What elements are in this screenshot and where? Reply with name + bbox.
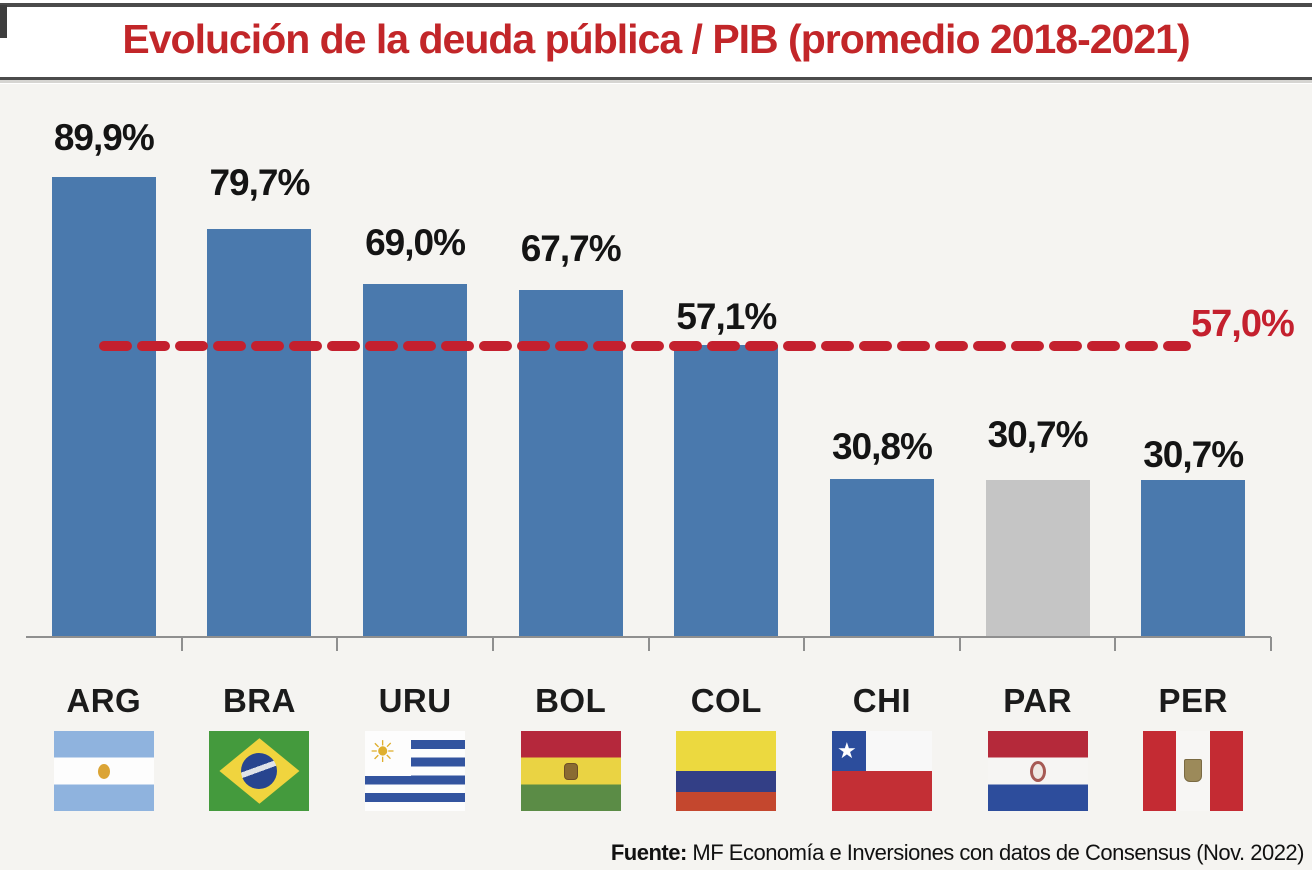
value-label-chi: 30,8% (831, 426, 933, 467)
chart-title: Evolución de la deuda pública / PIB (pro… (122, 16, 1190, 62)
chile-flag-icon (831, 731, 932, 811)
source-note: Fuente: MF Economía e Inversiones con da… (610, 840, 1305, 866)
bar-column-col: 57,1% (649, 84, 805, 637)
category-label-bra: BRA (222, 682, 296, 719)
x-axis-tick (958, 637, 961, 651)
bar-column-bol: 67,7% (493, 84, 649, 637)
x-axis-tick (1114, 637, 1117, 651)
bar-column-chi: 30,8% (804, 84, 960, 637)
bar-col (674, 345, 779, 637)
bar-column-bra: 79,7% (182, 84, 338, 637)
bar-bra (207, 229, 312, 637)
value-label-uru: 69,0% (365, 222, 466, 263)
bar-chi (829, 479, 934, 637)
source-text: MF Economía e Inversiones con datos de C… (686, 840, 1304, 865)
value-label-col: 57,1% (676, 296, 777, 337)
uruguay-flag-icon (365, 731, 466, 811)
value-label-arg: 89,9% (53, 117, 155, 158)
category-label-par: PAR (1003, 682, 1072, 719)
category-label-chi: CHI (852, 682, 912, 719)
colombia-flag-icon (676, 731, 777, 811)
category-label-col: COL (690, 682, 762, 719)
reference-line-label: 57,0% (1191, 303, 1295, 345)
x-axis-tick (803, 637, 806, 651)
bolivia-flag-icon (520, 731, 621, 811)
value-label-per: 30,7% (1143, 434, 1244, 475)
category-label-uru: URU (378, 682, 452, 719)
x-axis-tick (647, 637, 650, 651)
bar-per (1141, 480, 1246, 637)
x-axis-tick (180, 637, 183, 651)
crop-artifact (0, 5, 7, 38)
peru-flag-icon (1143, 731, 1244, 811)
source-label: Fuente: (610, 840, 687, 865)
bar-arg (51, 177, 156, 637)
category-label-bol: BOL (535, 682, 607, 719)
paraguay-flag-icon (987, 731, 1088, 811)
x-axis-tick (1270, 637, 1272, 651)
bar-column-par: 30,7% (960, 84, 1116, 637)
brazil-flag-icon (209, 731, 310, 811)
category-label-per: PER (1158, 682, 1228, 719)
bar-uru (363, 284, 468, 637)
bar-par (985, 480, 1090, 637)
title-underline-rule (0, 77, 1312, 80)
bar-column-arg: 89,9% (26, 84, 182, 637)
bar-column-uru: 69,0% (337, 84, 493, 637)
title-underline-shadow (0, 80, 1312, 83)
x-axis-tick (491, 637, 494, 651)
x-axis-tick (336, 637, 339, 651)
argentina-flag-icon (53, 731, 154, 811)
reference-line (99, 341, 1191, 351)
category-label-arg: ARG (66, 682, 142, 719)
value-label-bol: 67,7% (520, 228, 622, 269)
value-label-bra: 79,7% (209, 162, 310, 203)
top-rule (0, 3, 1312, 7)
bar-column-per: 30,7% (1115, 84, 1271, 637)
value-label-par: 30,7% (987, 414, 1089, 455)
